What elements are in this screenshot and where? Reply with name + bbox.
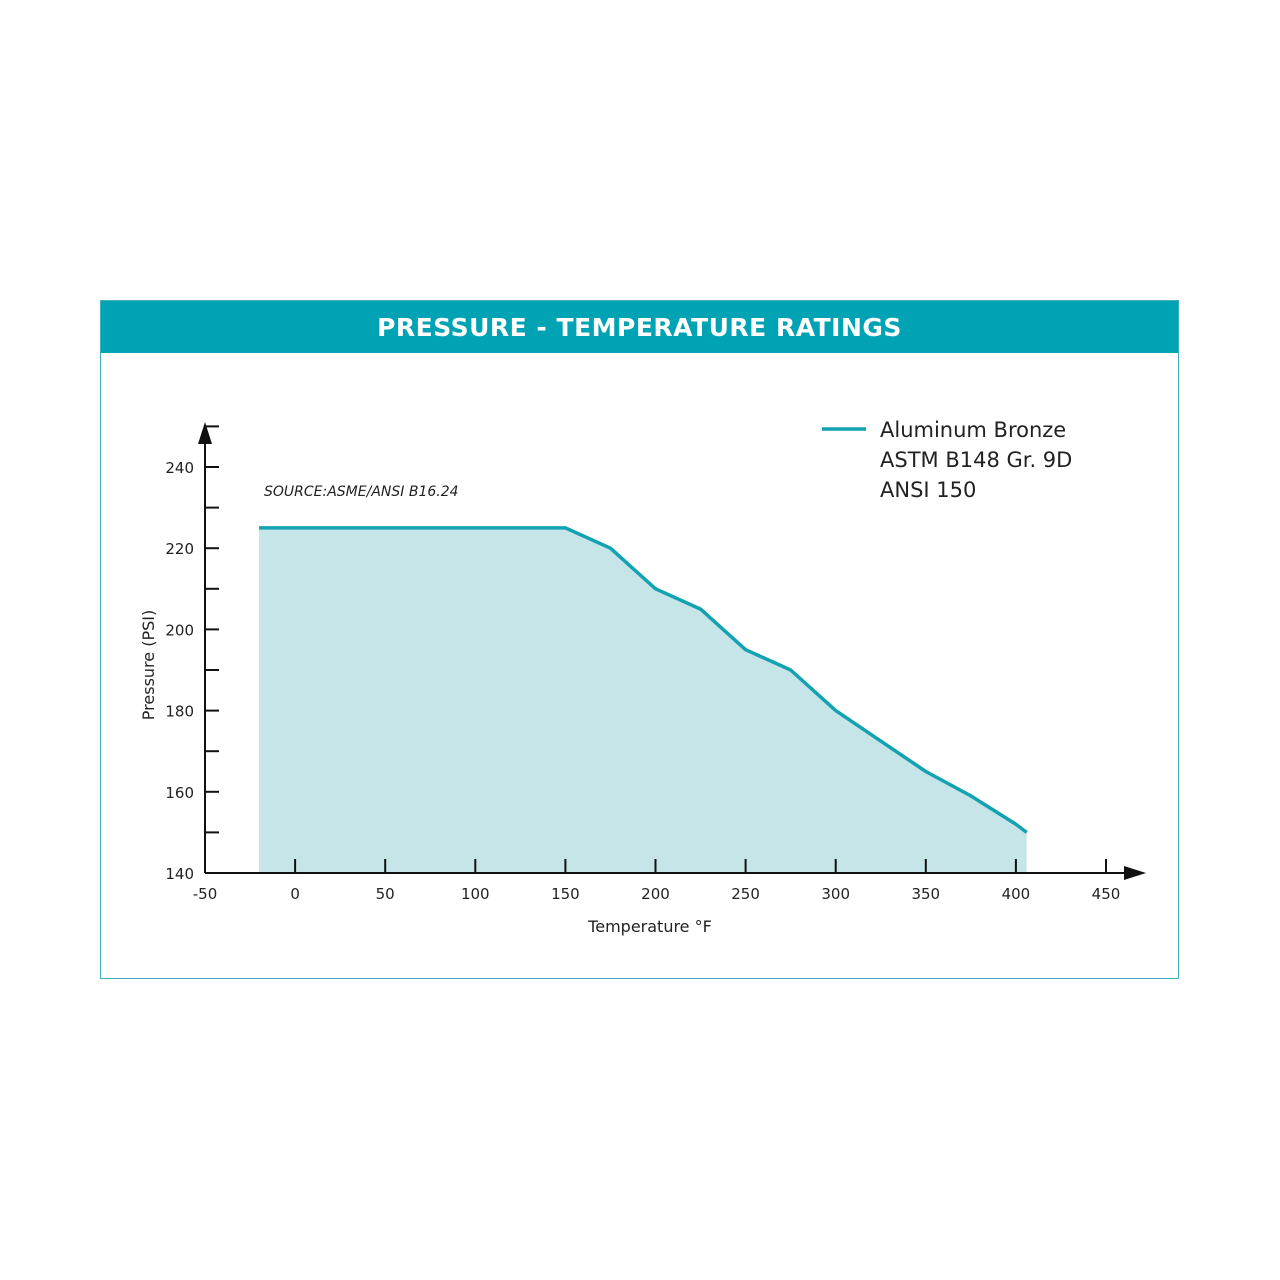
x-tick-label: 0 [290,885,300,903]
legend-entry: Aluminum Bronze [880,418,1066,442]
x-tick-label: 450 [1092,885,1121,903]
x-tick-label: 150 [551,885,580,903]
chart-title: PRESSURE - TEMPERATURE RATINGS [377,312,902,342]
y-tick-label: 240 [165,459,194,477]
x-tick-label: 250 [731,885,760,903]
y-tick-label: 200 [165,621,194,639]
y-tick-label: 140 [165,865,194,883]
legend-entry: ASTM B148 Gr. 9D [880,448,1072,472]
y-tick-label: 220 [165,540,194,558]
y-tick-label: 160 [165,784,194,802]
y-axis-arrow [198,422,212,444]
y-tick-label: 180 [165,703,194,721]
x-tick-label: 400 [1002,885,1031,903]
x-tick-label: -50 [193,885,218,903]
x-tick-label: 100 [461,885,490,903]
x-tick-label: 350 [911,885,940,903]
x-tick-label: 300 [821,885,850,903]
y-axis-label: Pressure (PSI) [139,610,158,720]
title-bar: PRESSURE - TEMPERATURE RATINGS [101,301,1178,353]
legend-entry: ANSI 150 [880,478,976,502]
x-axis-label: Temperature °F [587,917,712,936]
source-note: SOURCE:ASME/ANSI B16.24 [264,484,459,500]
series-line [259,526,1028,834]
x-tick-label: 200 [641,885,670,903]
x-tick-label: 50 [376,885,395,903]
series-area [259,527,1027,873]
x-axis-arrow [1124,866,1146,880]
